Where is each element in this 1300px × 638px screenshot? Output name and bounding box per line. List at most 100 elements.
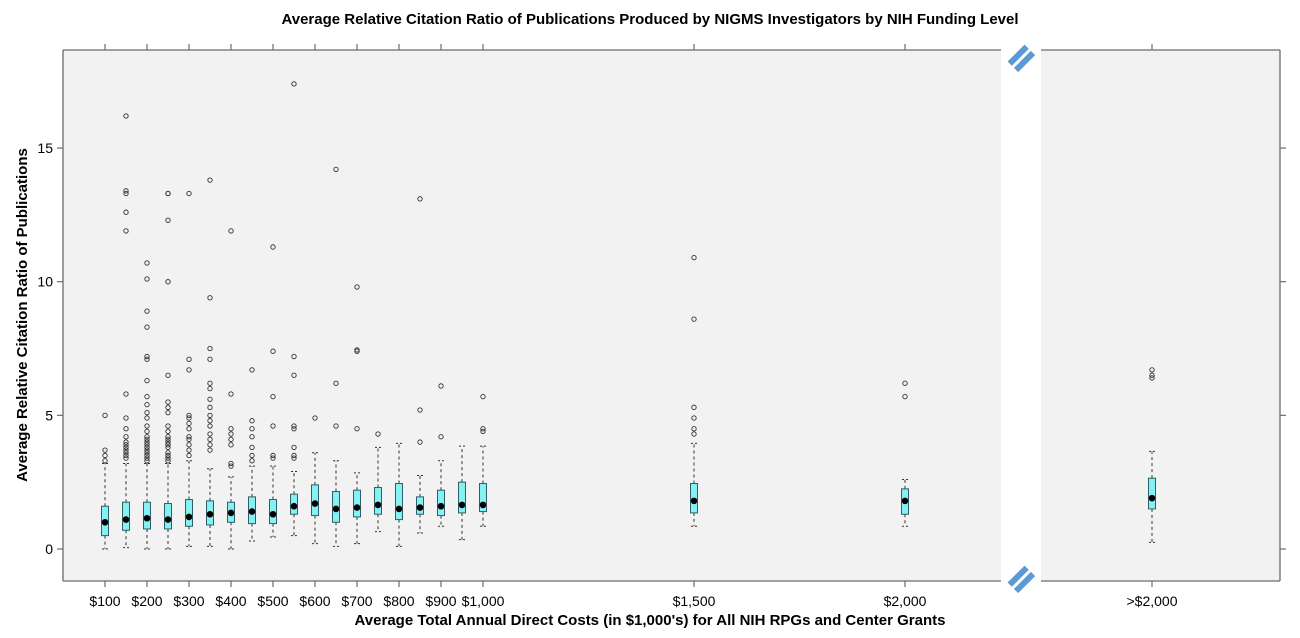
y-tick-label: 0 [45, 541, 53, 557]
break-stripe [1013, 50, 1036, 73]
x-tick-label: $700 [341, 593, 372, 609]
outlier-point [123, 447, 129, 453]
break-stripe [1007, 44, 1029, 66]
outlier-point [165, 217, 171, 223]
axis-break-marker-bottom [1007, 565, 1036, 594]
outlier-point [291, 81, 297, 87]
box-item [690, 254, 698, 527]
outlier-point [144, 356, 150, 362]
outlier-point [123, 450, 129, 456]
box-iqr [437, 489, 445, 517]
outlier-point [165, 410, 171, 416]
outlier-point [691, 431, 697, 437]
median-dot [437, 502, 445, 510]
median-dot [290, 502, 298, 510]
outlier-point [291, 372, 297, 378]
outlier-point [165, 458, 171, 464]
outlier-point [123, 434, 129, 440]
median-dot [332, 505, 340, 513]
outlier-point [354, 347, 360, 353]
outlier-point [207, 404, 213, 410]
outlier-point [186, 415, 192, 421]
outlier-point [102, 452, 108, 459]
median-dot [458, 501, 466, 509]
outlier-point [186, 447, 192, 453]
outlier-point [144, 402, 150, 408]
y-axis-title: Average Relative Citation Ratio of Publi… [14, 148, 31, 482]
box-item [353, 284, 361, 545]
box-iqr [458, 481, 466, 514]
outlier-point [207, 418, 213, 424]
outlier-point [123, 426, 129, 432]
box-item [416, 196, 424, 534]
outlier-point [123, 113, 129, 119]
x-tick-label: $300 [173, 593, 204, 609]
box-item [227, 228, 235, 550]
outlier-point [144, 377, 150, 384]
box-iqr [185, 499, 193, 527]
outlier-point [249, 418, 255, 424]
outlier-point [186, 420, 192, 427]
outlier-point [165, 372, 171, 378]
outlier-point [291, 444, 297, 451]
box-series [101, 81, 1156, 550]
outlier-point [207, 295, 213, 301]
box-item [395, 442, 403, 547]
median-dot [206, 510, 214, 518]
median-dot [248, 508, 256, 515]
box-item [290, 81, 298, 537]
outlier-point [902, 380, 908, 386]
outlier-point [123, 442, 129, 448]
outlier-point [207, 345, 213, 352]
outlier-point [144, 410, 150, 416]
outlier-point [691, 316, 697, 322]
box-iqr [122, 501, 130, 531]
outlier-point [249, 426, 255, 432]
outlier-point [249, 367, 255, 373]
outlier-point [144, 447, 150, 453]
x-tick-label: $500 [257, 593, 288, 609]
outlier-point [691, 415, 697, 421]
outlier-point [1149, 372, 1155, 378]
outlier-point [144, 452, 150, 459]
x-tick-label: $900 [425, 593, 456, 609]
outlier-point [354, 426, 360, 432]
outlier-point [375, 431, 381, 437]
outlier-point [144, 458, 150, 464]
median-dot [1148, 494, 1156, 502]
outlier-point [144, 428, 150, 435]
y-axis: 0 5 10 15 [37, 140, 1286, 557]
outlier-point [165, 450, 171, 456]
outlier-point [186, 412, 192, 418]
outlier-point [249, 434, 255, 440]
box-iqr [353, 489, 361, 518]
median-dot [395, 505, 403, 513]
x-tick-label: $100 [89, 593, 120, 609]
outlier-point [207, 385, 213, 392]
box-item [269, 244, 277, 538]
outlier-point [186, 452, 192, 459]
x-tick-label: $200 [131, 593, 162, 609]
box-item [374, 431, 382, 533]
median-dot [164, 516, 172, 523]
outlier-point [123, 188, 129, 194]
outlier-point [144, 276, 150, 282]
x-tick-label: >$2,000 [1127, 593, 1178, 609]
outlier-point [270, 452, 276, 459]
outlier-point [102, 412, 108, 418]
outlier-point [691, 254, 697, 261]
median-dot [374, 501, 382, 509]
outlier-point [165, 442, 171, 448]
outlier-point [207, 442, 213, 448]
box-iqr [164, 503, 172, 530]
outlier-point [207, 436, 213, 443]
outlier-point [144, 308, 150, 314]
outlier-point [417, 196, 423, 202]
outlier-point [228, 391, 234, 397]
chart-title: Average Relative Citation Ratio of Publi… [281, 11, 1018, 28]
outlier-point [249, 458, 255, 464]
x-tick-label: $600 [299, 593, 330, 609]
outlier-point [249, 444, 255, 451]
median-dot [901, 497, 909, 505]
outlier-point [1149, 367, 1155, 373]
